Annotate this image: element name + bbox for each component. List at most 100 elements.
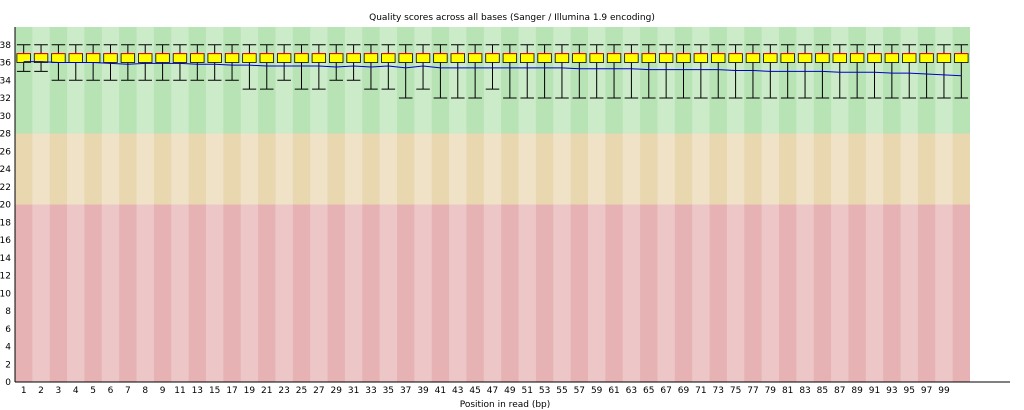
y-tick-label: 22 (0, 183, 11, 193)
x-tick-label: 85 (817, 386, 828, 396)
y-tick-label: 8 (5, 307, 11, 317)
box (589, 53, 604, 63)
x-tick-label: 23 (278, 386, 289, 396)
box (954, 53, 969, 63)
box (902, 53, 917, 63)
y-tick-label: 16 (0, 236, 11, 246)
column-stripe (67, 27, 85, 382)
box (554, 53, 570, 63)
x-tick-label: 6 (108, 386, 114, 396)
column-stripe (865, 27, 884, 382)
column-stripe (761, 27, 779, 382)
y-tick-label: 4 (5, 343, 11, 353)
y-tick-label: 28 (0, 130, 11, 140)
x-tick-label: 51 (522, 386, 533, 396)
x-tick-label: 69 (678, 386, 690, 396)
box (398, 53, 413, 63)
boxes (16, 53, 969, 63)
box (485, 53, 500, 63)
column-stripe (449, 27, 467, 382)
box (919, 53, 934, 63)
mean-line (23, 61, 962, 77)
y-tick-label: 38 (0, 41, 11, 51)
box (207, 53, 222, 63)
box (190, 53, 205, 63)
x-tick-label: 41 (435, 386, 446, 396)
x-tick-label: 67 (660, 386, 671, 396)
box (936, 53, 952, 63)
column-stripe (240, 27, 259, 382)
y-tick-label: 24 (0, 165, 11, 175)
box (867, 53, 882, 63)
box (346, 53, 361, 63)
y-tick-label: 32 (0, 94, 11, 104)
column-stripe (726, 27, 745, 382)
box (728, 53, 743, 63)
column-stripe (935, 27, 953, 382)
box (849, 53, 865, 63)
x-tick-label: 61 (608, 386, 619, 396)
x-tick-label: 21 (261, 386, 272, 396)
box (311, 53, 327, 63)
x-tick-label: 89 (851, 386, 863, 396)
x-tick-label: 83 (799, 386, 810, 396)
y-tick-label: 26 (0, 147, 11, 157)
column-stripe (483, 27, 502, 382)
x-tick-label: 79 (765, 386, 777, 396)
column-stripe (379, 27, 397, 382)
box (780, 53, 795, 63)
y-tick-label: 12 (0, 272, 11, 282)
box (520, 53, 535, 63)
box (381, 53, 396, 63)
x-tick-label: 95 (904, 386, 915, 396)
x-tick-label: 45 (469, 386, 480, 396)
x-tick-label: 4 (73, 386, 79, 396)
column-stripe (692, 27, 710, 382)
box (433, 53, 448, 63)
box (259, 53, 274, 63)
x-tick-label: 8 (142, 386, 148, 396)
column-stripe (622, 27, 641, 382)
x-tick-label: 87 (834, 386, 845, 396)
y-tick-label: 2 (5, 360, 11, 370)
x-tick-label: 29 (331, 386, 343, 396)
x-tick-label: 13 (192, 386, 203, 396)
box (763, 53, 778, 63)
column-stripe (831, 27, 849, 382)
box (363, 53, 379, 63)
x-tick-label: 19 (244, 386, 256, 396)
column-stripe (796, 27, 814, 382)
box (450, 53, 465, 63)
x-tick-label: 63 (626, 386, 637, 396)
x-tick-label: 5 (90, 386, 96, 396)
box (658, 53, 674, 63)
box (138, 53, 153, 63)
y-tick-label: 0 (5, 378, 11, 388)
x-tick-label: 93 (886, 386, 897, 396)
y-tick-label: 30 (0, 112, 11, 122)
x-axis: 1 2 3 4 5 6 7 8 9 11 13 15 17 19 21 23 25 27 29 31 33 35 37 39 4… (15, 381, 1010, 396)
x-tick-label: 9 (160, 386, 166, 396)
x-tick-label: 55 (556, 386, 567, 396)
x-tick-label: 31 (348, 386, 359, 396)
box (329, 53, 344, 63)
box (51, 53, 66, 63)
box (537, 53, 552, 63)
band-reasonable (15, 133, 970, 205)
box (85, 53, 101, 63)
column-stripe (657, 27, 675, 382)
column-stripe (101, 27, 120, 382)
y-tick-label: 14 (0, 254, 11, 264)
box (641, 53, 656, 63)
column-stripe (32, 27, 50, 382)
box (884, 53, 900, 63)
x-axis-label: Position in read (bp) (460, 400, 551, 410)
y-tick-label: 36 (0, 59, 11, 69)
column-stripe (588, 27, 606, 382)
x-tick-label: 47 (487, 386, 498, 396)
x-tick-label: 11 (174, 386, 185, 396)
x-tick-label: 91 (869, 386, 880, 396)
box (276, 53, 292, 63)
x-tick-label: 2 (38, 386, 44, 396)
